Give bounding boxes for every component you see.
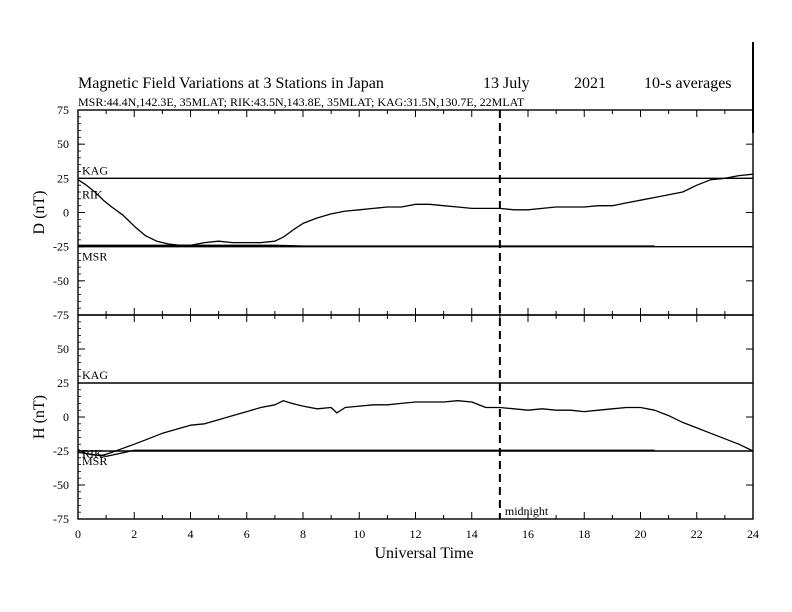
y-tick-label: 50 <box>57 137 69 151</box>
station-label-msr: MSR <box>82 454 107 468</box>
series-line-rik <box>77 400 754 456</box>
chart-title: Magnetic Field Variations at 3 Stations … <box>78 75 384 92</box>
x-tick-label: 8 <box>300 527 306 541</box>
x-tick-label: 22 <box>691 527 703 541</box>
x-tick-label: 4 <box>188 527 194 541</box>
station-label-rik: RIK <box>82 447 103 461</box>
y-axis-title: H (nT) <box>31 395 48 439</box>
x-tick-label: 0 <box>75 527 81 541</box>
y-tick-label: 0 <box>63 206 69 220</box>
midnight-label: midnight <box>505 504 549 518</box>
y-tick-label: 25 <box>57 376 69 390</box>
y-tick-label: 50 <box>57 342 69 356</box>
x-tick-label: 24 <box>747 527 759 541</box>
plot-frame <box>77 314 754 520</box>
chart-year: 2021 <box>574 75 606 92</box>
y-tick-label: -25 <box>53 444 69 458</box>
series-line-msr <box>77 449 655 458</box>
x-tick-label: 18 <box>578 527 590 541</box>
series-line-msr <box>78 244 655 247</box>
station-label-kag: KAG <box>82 368 108 382</box>
x-tick-label: 12 <box>410 527 422 541</box>
chart-averaging: 10-s averages <box>644 75 732 92</box>
y-tick-label: 75 <box>57 103 69 117</box>
y-tick-label: -50 <box>53 274 69 288</box>
plot-frame <box>77 109 754 316</box>
station-label-msr: MSR <box>82 250 107 264</box>
station-label-kag: KAG <box>82 163 108 177</box>
x-tick-label: 2 <box>131 527 137 541</box>
x-tick-label: 10 <box>353 527 365 541</box>
station-label-rik: RIK <box>82 188 103 202</box>
x-axis-title: Universal Time <box>374 545 473 562</box>
x-tick-label: 16 <box>522 527 534 541</box>
y-tick-label: 0 <box>63 410 69 424</box>
y-tick-label: 25 <box>57 171 69 185</box>
d-panel: 75 50 25 0 -25 -50 -75 D (nT) KAG RIK MSR <box>31 103 754 322</box>
y-tick-label: -75 <box>53 308 69 322</box>
stations-subtitle: MSR:44.4N,142.3E, 35MLAT; RIK:43.5N,143.… <box>78 95 525 109</box>
y-tick-label: -75 <box>53 512 69 526</box>
x-tick-label: 14 <box>466 527 478 541</box>
series-line-rik <box>77 173 754 246</box>
y-tick-label: -25 <box>53 240 69 254</box>
chart-date: 13 July <box>483 75 530 92</box>
x-tick-label: 20 <box>635 527 647 541</box>
y-tick-label: -50 <box>53 478 69 492</box>
y-axis-title: D (nT) <box>31 191 48 235</box>
x-tick-label: 6 <box>244 527 250 541</box>
